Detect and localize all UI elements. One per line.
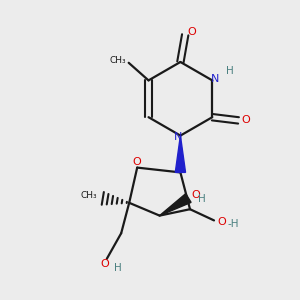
Text: H: H (114, 263, 122, 273)
Text: H: H (198, 194, 206, 204)
Text: N: N (211, 74, 219, 84)
Text: N: N (174, 132, 182, 142)
Text: O: O (133, 157, 142, 167)
Text: O: O (241, 116, 250, 125)
Text: CH₃: CH₃ (81, 191, 97, 200)
Text: CH₃: CH₃ (110, 56, 126, 65)
Text: O: O (217, 217, 226, 227)
Polygon shape (160, 194, 191, 216)
Text: H: H (226, 66, 234, 76)
Text: O: O (101, 259, 110, 269)
Text: O: O (192, 190, 200, 200)
Text: O: O (188, 27, 197, 37)
Polygon shape (175, 136, 185, 172)
Text: -H: -H (227, 219, 239, 229)
